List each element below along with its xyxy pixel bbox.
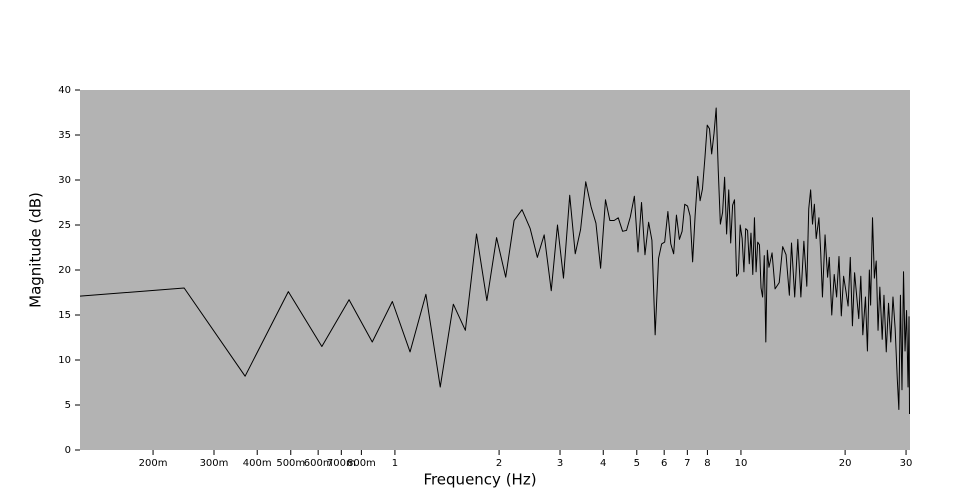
x-tick-label: 30: [900, 458, 913, 469]
y-tick-label: 30: [58, 175, 71, 186]
y-tick-label: 40: [58, 85, 71, 96]
x-tick-label: 1: [392, 458, 398, 469]
x-tick-label: 20: [839, 458, 852, 469]
x-tick-label: 4: [600, 458, 606, 469]
x-tick-label: 6: [661, 458, 667, 469]
x-tick-label: 5: [634, 458, 640, 469]
x-tick-label: 500m: [276, 458, 305, 469]
y-tick-label: 15: [58, 310, 71, 321]
x-tick-label: 300m: [200, 458, 229, 469]
x-tick-label: 700m: [327, 458, 356, 469]
x-tick-label: 2: [496, 458, 502, 469]
y-tick-label: 20: [58, 265, 71, 276]
plot-area: [80, 90, 910, 450]
x-tick-label: 400m: [243, 458, 272, 469]
x-tick-label: 8: [704, 458, 710, 469]
x-tick-label: 3: [557, 458, 563, 469]
data-line: [79, 107, 911, 415]
x-tick-label: 10: [735, 458, 748, 469]
y-axis-title: Magnitude (dB): [27, 192, 45, 308]
x-axis-title: Frequency (Hz): [423, 471, 536, 489]
x-tick-label: 600m: [304, 458, 333, 469]
y-tick-label: 5: [65, 400, 71, 411]
y-tick-label: 10: [58, 355, 71, 366]
y-tick-label: 25: [58, 220, 71, 231]
x-tick-label: 200m: [139, 458, 168, 469]
x-tick-label: 7: [684, 458, 690, 469]
x-tick-label: 800m: [347, 458, 376, 469]
y-tick-label: 35: [58, 130, 71, 141]
y-tick-label: 0: [65, 445, 71, 456]
